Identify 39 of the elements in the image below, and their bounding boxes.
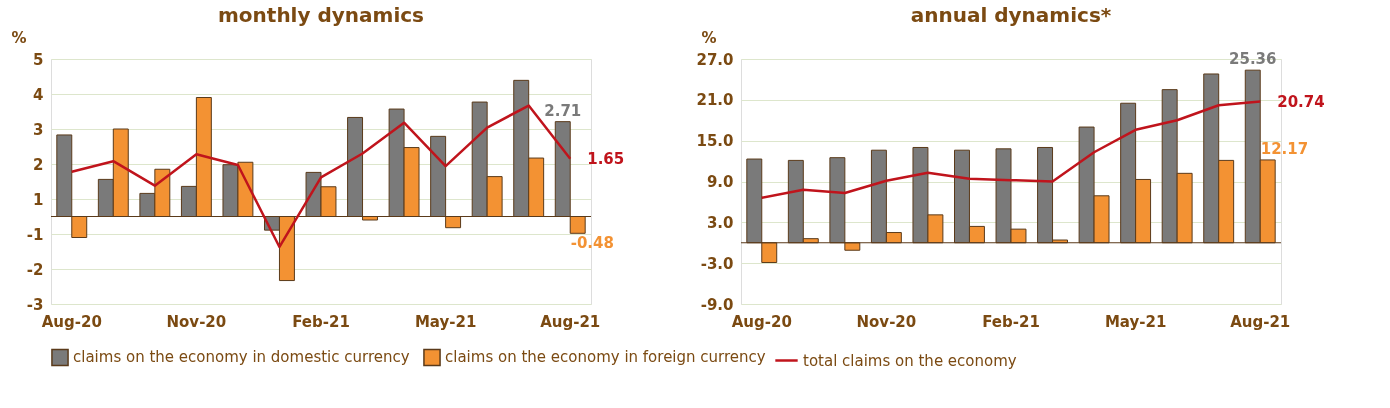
y-tick-label: 2 — [33, 155, 44, 174]
y-tick-label: 1 — [33, 190, 44, 209]
x-tick-label: Aug-20 — [731, 312, 792, 331]
y-axis-title: % — [701, 28, 717, 47]
y-tick-label: -1 — [26, 225, 44, 244]
line-series — [760, 100, 1262, 200]
data-label: 20.74 — [1277, 92, 1325, 111]
y-tick-label: -3.0 — [700, 254, 734, 273]
y-tick-label: -9.0 — [700, 295, 734, 314]
y-tick-label: 4 — [33, 85, 44, 104]
legend-label: claims on the economy in foreign currency — [445, 348, 766, 367]
y-tick-label: 3 — [33, 120, 44, 139]
legend-label: claims on the economy in domestic currency — [73, 348, 410, 367]
data-label: 12.17 — [1260, 139, 1309, 158]
chart-title: monthly dynamics — [217, 3, 425, 27]
y-tick-label: -2 — [26, 260, 44, 279]
x-tick-label: Feb-21 — [982, 312, 1040, 331]
chart-title: annual dynamics* — [910, 3, 1112, 27]
x-tick-label: Nov-20 — [166, 312, 227, 331]
data-label: 1.65 — [587, 149, 625, 168]
data-label: -0.48 — [570, 234, 614, 253]
y-axis-title: % — [11, 28, 27, 47]
x-tick-label: Feb-21 — [292, 312, 350, 331]
y-tick-label: 9.0 — [706, 173, 734, 191]
y-tick-label: 15.0 — [696, 132, 734, 151]
data-label: 25.36 — [1229, 50, 1277, 69]
x-tick-label: Aug-20 — [41, 312, 102, 331]
x-tick-label: May-21 — [1104, 312, 1167, 331]
x-tick-label: Aug-21 — [1230, 312, 1291, 331]
y-tick-label: 3.0 — [706, 213, 734, 232]
x-tick-label: Nov-20 — [856, 312, 917, 331]
x-tick-label: May-21 — [414, 312, 477, 331]
data-label: 2.71 — [544, 101, 582, 120]
y-tick-label: -3 — [26, 295, 44, 314]
y-tick-label: 5 — [33, 50, 44, 69]
y-tick-label: 21.0 — [696, 91, 734, 110]
x-tick-label: Aug-21 — [540, 312, 601, 331]
y-tick-label: 27.0 — [696, 50, 734, 69]
legend-label: total claims on the economy — [803, 351, 1017, 370]
